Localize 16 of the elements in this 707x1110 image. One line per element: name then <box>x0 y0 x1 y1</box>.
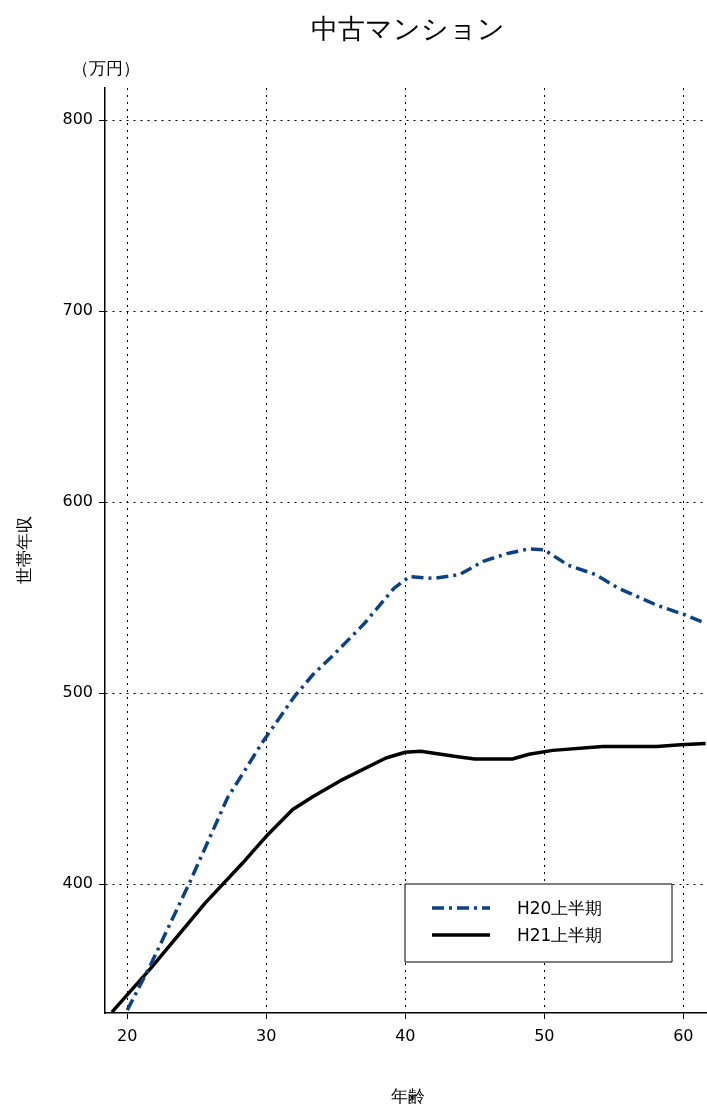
y-tick-label: 600 <box>62 491 93 511</box>
y-tick-label: 400 <box>62 873 93 893</box>
legend-label: H21上半期 <box>517 925 603 946</box>
x-tick-label: 50 <box>534 1025 555 1045</box>
legend-label: H20上半期 <box>517 898 603 919</box>
x-tick-label: 40 <box>395 1025 416 1045</box>
y-tick-label: 500 <box>62 682 93 702</box>
chart-title: 中古マンション <box>311 13 505 45</box>
y-tick-label: 700 <box>62 300 93 320</box>
x-tick-label: 20 <box>117 1025 138 1045</box>
x-axis-title: 年齢 <box>391 1086 425 1107</box>
x-tick-label: 30 <box>256 1025 277 1045</box>
text: （万円） <box>72 58 140 79</box>
y-axis-title: 世帯年収 <box>14 516 35 584</box>
x-tick-label: 60 <box>673 1025 694 1045</box>
y-tick-label: 800 <box>62 109 93 129</box>
